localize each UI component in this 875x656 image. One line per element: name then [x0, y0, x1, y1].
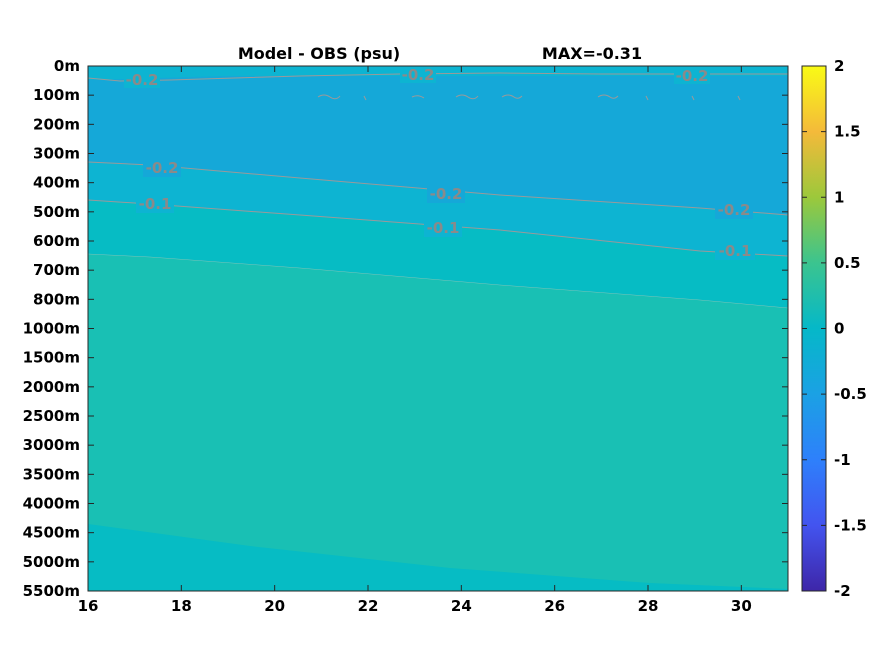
max-annotation: MAX=-0.31 — [542, 44, 642, 63]
surface-thin-band — [88, 66, 788, 76]
contour-label: -0.2 — [430, 185, 463, 203]
contour-line-neg-0.2-deep — [88, 161, 788, 216]
y-tick-label: 2000m — [23, 378, 80, 396]
x-tick-label: 30 — [731, 597, 752, 615]
y-tick-label: 200m — [33, 115, 80, 133]
band-lt-neg-0.2 — [88, 71, 788, 215]
colorbar-tick-label: -1.5 — [834, 516, 867, 534]
x-tick-label: 26 — [544, 597, 565, 615]
x-tick-label: 28 — [638, 597, 659, 615]
contour-label: -0.1 — [719, 242, 752, 260]
colorbar-tick-label: 1 — [834, 188, 844, 206]
x-axis: 16 18 20 22 24 26 28 30 — [78, 66, 752, 615]
contour-label: -0.2 — [402, 66, 435, 84]
colorbar-tick-label: 0.5 — [834, 254, 861, 272]
y-tick-label: 5000m — [23, 553, 80, 571]
band-bottom-neg-0.1-to-0 — [88, 524, 788, 591]
x-tick-label: 16 — [78, 597, 99, 615]
x-tick-label: 24 — [451, 597, 472, 615]
colorbar-tick-label: -1 — [834, 451, 851, 469]
y-tick-label: 2500m — [23, 407, 80, 425]
y-tick-label: 300m — [33, 145, 80, 163]
y-tick-label: 4000m — [23, 495, 80, 513]
contour-wiggles — [317, 94, 741, 101]
y-tick-label: 600m — [33, 232, 80, 250]
y-tick-label: 4500m — [23, 524, 80, 542]
x-tick-label: 18 — [171, 597, 192, 615]
chart-title: Model - OBS (psu) — [238, 44, 400, 63]
y-tick-label: 5500m — [23, 582, 80, 600]
contour-line-zero — [88, 253, 788, 309]
contour-label: -0.2 — [146, 159, 179, 177]
colorbar-tick-label: 0 — [834, 320, 844, 338]
y-tick-label: 3000m — [23, 436, 80, 454]
y-tick-label: 700m — [33, 261, 80, 279]
contour-label: -0.1 — [427, 219, 460, 237]
colorbar-ticks: 2 1.5 1 0.5 0 -0.5 -1 -1.5 -2 — [802, 57, 867, 600]
colorbar-tick-label: 1.5 — [834, 123, 861, 141]
colorbar-tick-label: 2 — [834, 57, 844, 75]
y-tick-label: 1500m — [23, 349, 80, 367]
contour-labels: -0.2 -0.2 -0.2 -0.2 -0.2 -0.2 -0.1 -0.1 … — [124, 66, 755, 260]
y-tick-label: 500m — [33, 203, 80, 221]
y-tick-label: 100m — [33, 86, 80, 104]
x-tick-label: 20 — [264, 597, 285, 615]
colorbar-tick-label: -0.5 — [834, 385, 867, 403]
contour-label: -0.2 — [126, 71, 159, 89]
y-tick-label: 0m — [54, 57, 80, 75]
colorbar-tick-label: -2 — [834, 582, 851, 600]
y-tick-label: 800m — [33, 290, 80, 308]
contour-label: -0.2 — [718, 201, 751, 219]
y-tick-label: 400m — [33, 174, 80, 192]
y-tick-label: 3500m — [23, 465, 80, 483]
x-tick-label: 22 — [358, 597, 379, 615]
plot-area — [88, 66, 788, 591]
contour-label: -0.2 — [676, 67, 709, 85]
y-tick-label: 1000m — [23, 320, 80, 338]
y-axis: 0m 100m 200m 300m 400m 500m 600m 700m 800m 1000m 1… — [23, 57, 788, 600]
contour-label: -0.1 — [139, 195, 172, 213]
